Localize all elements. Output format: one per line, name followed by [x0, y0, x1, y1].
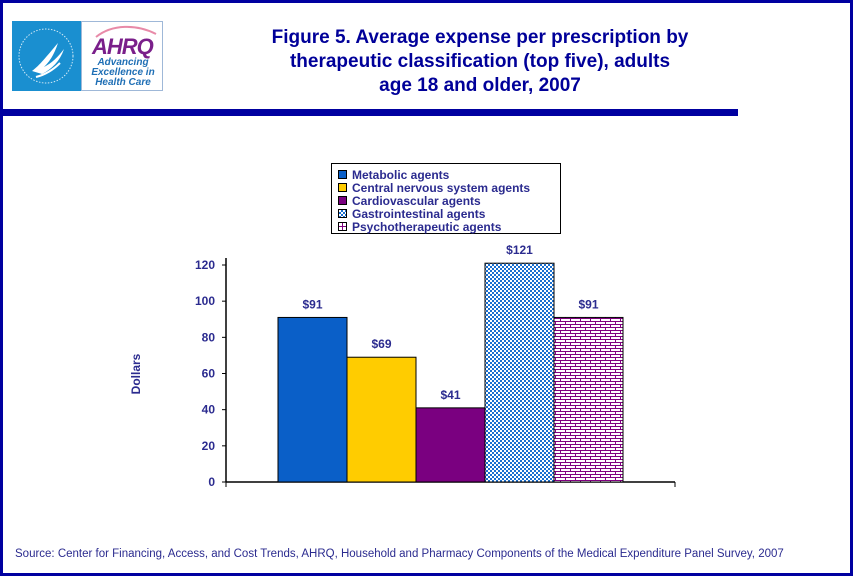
legend-swatch [338, 183, 347, 192]
agency-logo: AHRQ Advancing Excellence in Health Care [12, 21, 163, 91]
hhs-eagle-seal-icon [12, 21, 81, 91]
bar-gastrointestinal-agents [484, 262, 555, 483]
plot-bars [277, 262, 624, 483]
legend-label: Cardiovascular agents [352, 193, 481, 208]
chart-legend: Metabolic agents Central nervous system … [331, 163, 561, 234]
chart-title-line: Figure 5. Average expense per prescripti… [271, 27, 689, 48]
data-label: $91 [302, 297, 322, 311]
legend-label: Gastrointestinal agents [352, 206, 486, 221]
data-label: $91 [578, 297, 598, 311]
data-label: $69 [371, 337, 391, 351]
ahrq-tagline-line: Health Care [95, 77, 151, 88]
y-tick-label: 100 [195, 294, 215, 308]
ahrq-tagline-line: Excellence in [91, 67, 155, 78]
chart-title-line: therapeutic classification (top five), a… [289, 51, 671, 72]
legend-swatch [338, 209, 347, 218]
chart-title: Figure 5. Average expense per prescripti… [235, 26, 725, 98]
legend-label: Metabolic agents [352, 167, 450, 182]
legend-item-cardiovascular: Cardiovascular agents [338, 193, 481, 208]
legend-item-psychotherapeutic: Psychotherapeutic agents [338, 219, 502, 234]
bar-psychotherapeutic-agents [553, 316, 624, 483]
y-tick-label: 0 [208, 475, 215, 489]
title-divider [3, 109, 738, 116]
y-tick-label: 40 [202, 403, 216, 417]
ahrq-logo: AHRQ Advancing Excellence in Health Care [81, 21, 163, 91]
chart-title-line: age 18 and older, 2007 [379, 75, 581, 96]
plot-labels: $91 $69 $41 $121 $91 [302, 243, 598, 402]
y-tick-label: 120 [195, 258, 215, 272]
bar-central-nervous-system-agents [346, 356, 417, 483]
legend-swatch [338, 170, 347, 179]
source-note: Source: Center for Financing, Access, an… [15, 548, 784, 560]
legend-item-metabolic: Metabolic agents [338, 167, 450, 182]
bar-metabolic-agents [277, 316, 348, 483]
legend-label: Psychotherapeutic agents [352, 219, 502, 234]
legend-item-gastrointestinal: Gastrointestinal agents [338, 206, 486, 221]
data-label: $41 [440, 388, 460, 402]
ahrq-tagline-line: Advancing [97, 57, 149, 68]
y-tick-label: 60 [202, 367, 216, 381]
legend-swatch [338, 222, 347, 231]
ahrq-wordmark: AHRQ [92, 34, 154, 59]
legend-swatch [338, 196, 347, 205]
y-tick-label: 80 [202, 330, 216, 344]
bar-cardiovascular-agents [415, 407, 486, 483]
legend-label: Central nervous system agents [352, 180, 531, 195]
ahrq-tagline: Advancing Excellence in Health Care [86, 58, 160, 88]
y-axis-title: Dollars [129, 353, 143, 394]
data-label: $121 [506, 243, 533, 257]
legend-item-cns: Central nervous system agents [338, 180, 531, 195]
y-tick-label: 20 [202, 439, 216, 453]
